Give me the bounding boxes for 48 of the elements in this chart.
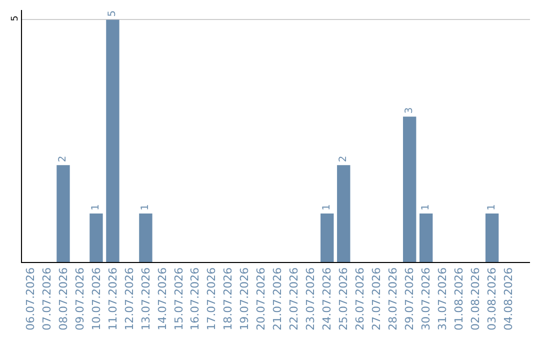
x-tick-label: 27.07.2026 bbox=[370, 267, 384, 330]
x-tick-label: 16.07.2026 bbox=[188, 267, 202, 330]
data-label: 1 bbox=[140, 204, 152, 211]
x-tick-label: 09.07.2026 bbox=[73, 267, 86, 330]
x-tick-label: 10.07.2026 bbox=[90, 267, 103, 330]
x-tick-label: 04.08.2026 bbox=[502, 267, 516, 330]
data-label: 1 bbox=[322, 204, 333, 211]
x-tick-label: 06.07.2026 bbox=[24, 267, 37, 330]
bar bbox=[419, 214, 433, 262]
x-tick-label: 19.07.2026 bbox=[238, 267, 252, 330]
x-tick-label: 23.07.2026 bbox=[304, 267, 318, 330]
x-tick-label: 18.07.2026 bbox=[222, 267, 235, 330]
x-tick-label: 15.07.2026 bbox=[172, 267, 186, 330]
bar bbox=[337, 165, 350, 262]
x-tick-label: 20.07.2026 bbox=[254, 267, 268, 330]
bar bbox=[485, 214, 499, 262]
x-tick-label: 25.07.2026 bbox=[337, 267, 350, 330]
data-label: 1 bbox=[90, 204, 102, 211]
x-tick-label: 30.07.2026 bbox=[420, 267, 433, 330]
data-label: 2 bbox=[338, 156, 350, 162]
x-tick-label: 21.07.2026 bbox=[271, 267, 284, 330]
x-tick-label: 22.07.2026 bbox=[288, 267, 301, 330]
bar bbox=[90, 214, 103, 262]
x-tick-label: 07.07.2026 bbox=[40, 267, 54, 330]
data-label: 2 bbox=[58, 156, 69, 162]
data-label: 5 bbox=[107, 10, 118, 17]
data-label: 3 bbox=[404, 107, 416, 114]
x-tick-label: 11.07.2026 bbox=[106, 267, 120, 330]
x-tick-label: 17.07.2026 bbox=[205, 267, 218, 330]
x-tick-label: 13.07.2026 bbox=[139, 267, 152, 330]
x-tick-label: 08.07.2026 bbox=[56, 267, 70, 330]
x-tick-label: 01.08.2026 bbox=[452, 267, 466, 330]
bar bbox=[403, 116, 416, 262]
x-tick-label: 29.07.2026 bbox=[403, 267, 416, 330]
x-tick-label: 28.07.2026 bbox=[386, 267, 400, 330]
bar bbox=[56, 165, 70, 262]
x-tick-label: 12.07.2026 bbox=[122, 267, 136, 330]
bar bbox=[139, 214, 152, 262]
x-tick-label: 31.07.2026 bbox=[436, 267, 450, 330]
bar bbox=[106, 20, 120, 262]
x-tick-label: 24.07.2026 bbox=[320, 267, 334, 330]
data-label: 1 bbox=[486, 204, 498, 211]
bar bbox=[320, 214, 334, 262]
data-label: 1 bbox=[420, 204, 432, 211]
x-tick-label: 14.07.2026 bbox=[156, 267, 169, 330]
x-tick-label: 03.08.2026 bbox=[486, 267, 499, 330]
x-tick-label: 02.08.2026 bbox=[469, 267, 482, 330]
x-tick-label: 26.07.2026 bbox=[354, 267, 367, 330]
